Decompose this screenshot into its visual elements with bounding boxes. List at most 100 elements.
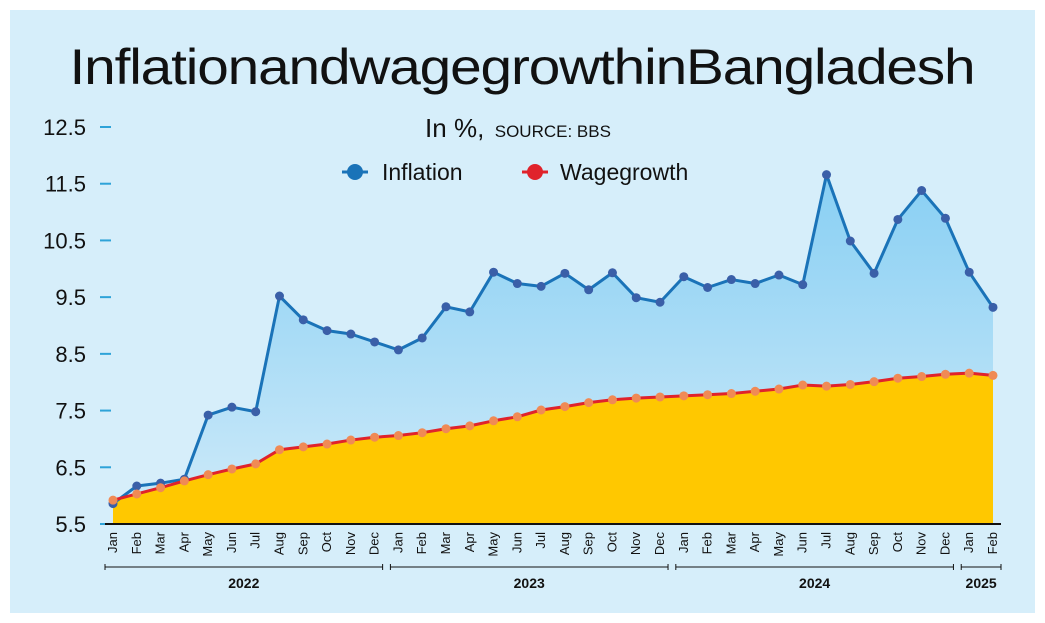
inflation-point: [726, 275, 736, 285]
y-tick-label: 12.5: [43, 115, 86, 140]
x-tick-label: May: [771, 532, 786, 557]
wagegrowth-point: [227, 464, 237, 474]
wagegrowth-point: [156, 483, 166, 493]
x-tick-label: May: [200, 532, 215, 557]
x-tick-label: Feb: [985, 532, 1000, 554]
x-tick-label: Jan: [105, 532, 120, 553]
wagegrowth-point: [346, 435, 356, 445]
x-tick-label: Aug: [271, 532, 286, 555]
x-tick-label: Apr: [176, 531, 191, 552]
x-tick-label: Jul: [533, 532, 548, 549]
wagegrowth-point: [822, 381, 832, 391]
chart-title: InflationandwagegrowthinBangladesh: [70, 39, 975, 95]
x-tick-label: Nov: [914, 532, 929, 556]
x-tick-label: Aug: [557, 532, 572, 555]
wagegrowth-point: [774, 384, 784, 394]
y-tick-label: 6.5: [55, 455, 86, 480]
wagegrowth-point: [988, 370, 998, 380]
wagegrowth-point: [726, 389, 736, 399]
wagegrowth-point: [536, 405, 546, 415]
x-tick-label: Oct: [319, 532, 334, 553]
inflation-point: [441, 302, 451, 312]
wagegrowth-point: [750, 386, 760, 396]
x-tick-label: Dec: [367, 532, 382, 556]
wagegrowth-point: [132, 489, 142, 499]
y-tick-label: 5.5: [55, 512, 86, 537]
inflation-area: [113, 174, 993, 504]
inflation-point: [679, 272, 689, 282]
x-tick-label: May: [486, 532, 501, 557]
inflation-point: [393, 345, 403, 355]
x-tick-label: Dec: [652, 532, 667, 556]
inflation-point: [298, 315, 308, 325]
wagegrowth-point: [274, 445, 284, 455]
wagegrowth-point: [631, 393, 641, 403]
line-chart: InflationandwagegrowthinBangladesh In %,…: [43, 39, 1002, 591]
year-label: 2023: [514, 575, 545, 591]
legend-label: Wagegrowth: [560, 159, 688, 185]
legend: Inflation Wagegrowth: [342, 159, 688, 185]
inflation-point: [822, 170, 832, 180]
x-tick-label: Mar: [153, 531, 168, 554]
inflation-point: [798, 280, 808, 290]
inflation-point: [251, 407, 261, 417]
inflation-point: [750, 279, 760, 289]
x-tick-label: Jul: [248, 532, 263, 549]
inflation-point: [584, 285, 594, 295]
x-tick-label: Mar: [723, 531, 738, 554]
wagegrowth-point: [512, 412, 522, 422]
wagegrowth-point: [298, 442, 308, 452]
wagegrowth-point: [703, 390, 713, 400]
wagegrowth-point: [893, 373, 903, 383]
year-label: 2025: [966, 575, 997, 591]
plot-area: [105, 170, 1001, 525]
legend-label: Inflation: [382, 159, 463, 185]
x-tick-label: Jun: [509, 532, 524, 553]
inflation-point: [465, 307, 475, 317]
x-tick-label: Jul: [819, 532, 834, 549]
inflation-point: [274, 291, 284, 301]
x-tick-label: Nov: [628, 532, 643, 556]
wagegrowth-point: [679, 391, 689, 401]
inflation-point: [227, 402, 237, 412]
x-tick-label: Apr: [747, 531, 762, 552]
wagegrowth-point: [179, 476, 189, 486]
wagegrowth-point: [798, 380, 808, 390]
y-tick-label: 10.5: [43, 228, 86, 253]
x-tick-label: Oct: [890, 532, 905, 553]
inflation-point: [917, 186, 927, 196]
inflation-point: [964, 267, 974, 277]
wagegrowth-point: [322, 439, 332, 449]
x-tick-label: Jun: [224, 532, 239, 553]
x-tick-label: Nov: [343, 532, 358, 556]
x-tick-label: Dec: [937, 532, 952, 556]
x-tick-label: Feb: [700, 532, 715, 554]
wagegrowth-point: [465, 421, 475, 431]
inflation-point: [774, 270, 784, 280]
y-tick-label: 9.5: [55, 285, 86, 310]
wagegrowth-point: [560, 402, 570, 412]
inflation-line: [112, 173, 995, 505]
y-tick-label: 8.5: [55, 342, 86, 367]
inflation-point: [869, 268, 879, 278]
wagegrowth-point: [917, 372, 927, 382]
wagegrowth-point: [940, 369, 950, 379]
wagegrowth-point: [393, 431, 403, 441]
x-tick-label: Jan: [676, 532, 691, 553]
wagegrowth-point: [417, 428, 427, 438]
inflation-point: [370, 337, 380, 347]
y-axis: 12.5 11.5 10.5 9.5 8.5 7.5 6.5 5.5: [43, 115, 111, 537]
x-tick-label: Feb: [414, 532, 429, 554]
wagegrowth-point: [584, 398, 594, 408]
wagegrowth-point: [607, 395, 617, 405]
x-axis: Jan Feb Mar Apr May Jun Jul Aug Sep Oct Nov Dec Jan F…: [104, 531, 1002, 591]
x-tick-label: Mar: [438, 531, 453, 554]
x-tick-label: Sep: [295, 532, 310, 555]
wagegrowth-point: [489, 416, 499, 426]
x-tick-label: Sep: [581, 532, 596, 555]
legend-swatch-marker: [527, 164, 543, 180]
inflation-point: [893, 214, 903, 224]
wagegrowth-area: [113, 373, 993, 524]
chart-subtitle: In %, SOURCE: BBS: [425, 113, 611, 143]
x-tick-label: Apr: [462, 531, 477, 552]
